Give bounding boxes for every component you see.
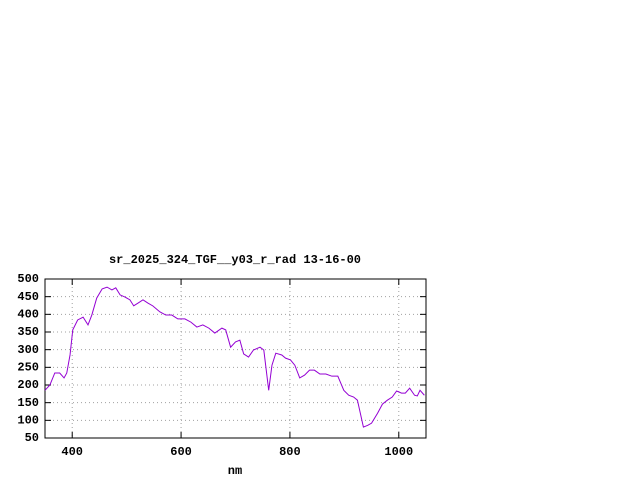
x-tick-label: 1000 <box>384 445 413 459</box>
chart-title: sr_2025_324_TGF__y03_r_rad 13-16-00 <box>109 253 361 267</box>
y-tick-label: 300 <box>17 343 39 357</box>
y-tick-label: 250 <box>17 361 39 375</box>
plot-frame <box>44 278 427 439</box>
y-tick-label: 100 <box>17 414 39 428</box>
y-tick-label: 200 <box>17 378 39 392</box>
y-tick-label: 400 <box>17 308 39 322</box>
data-line <box>44 286 425 428</box>
x-tick-label: 800 <box>279 445 301 459</box>
y-tick-label: 450 <box>17 290 39 304</box>
y-tick-label: 350 <box>17 325 39 339</box>
x-axis-label: nm <box>228 464 242 478</box>
y-tick-label: 500 <box>17 272 39 286</box>
y-tick-label: 50 <box>25 431 39 445</box>
x-tick-label: 400 <box>61 445 83 459</box>
y-tick-label: 150 <box>17 396 39 410</box>
x-tick-label: 600 <box>170 445 192 459</box>
